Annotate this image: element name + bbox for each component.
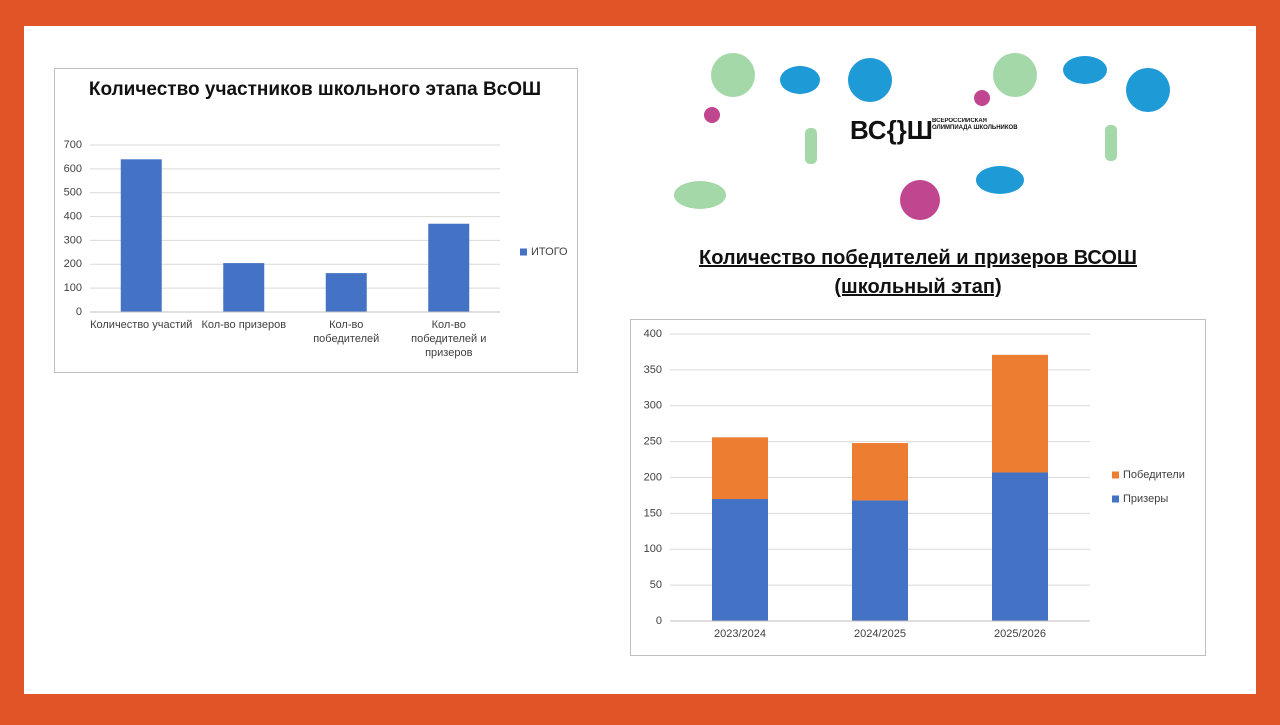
x-tick-label-box: Количество участий: [90, 319, 193, 331]
y-tick-label: 300: [64, 234, 82, 246]
y-tick-label: 200: [644, 471, 662, 483]
chart-title-box: Количество победителей и призеров ВСОШ (…: [698, 247, 1138, 298]
bar: [325, 273, 367, 312]
legend-label: ИТОГО: [531, 246, 568, 258]
decor: [711, 53, 755, 97]
x-tick-label-box: Кол-во победителей и призеров: [411, 319, 487, 359]
decor: [848, 58, 892, 102]
y-tick-label: 250: [644, 436, 662, 448]
legend-label: Призеры: [1123, 493, 1168, 505]
banner: ВС{}Ш ВСЕРОССИЙСКАЯ ОЛИМПИАДА ШКОЛЬНИКОВ: [665, 43, 1195, 220]
decor: [1126, 68, 1170, 112]
x-tick-label: 2024/2025: [854, 628, 906, 640]
x-tick-label-box: 2024/2025: [854, 628, 906, 640]
x-tick-label: Кол-во призеров: [201, 319, 287, 331]
chart-title-box: Количество участников школьного этапа Вс…: [88, 79, 542, 100]
y-tick-label: 700: [64, 139, 82, 151]
bar: [428, 223, 470, 312]
decor: [780, 66, 820, 94]
bar: [852, 500, 908, 621]
y-tick-label: 150: [644, 507, 662, 519]
x-tick-label: Количество участий: [90, 319, 193, 331]
decor: [976, 166, 1024, 194]
decor: [900, 180, 940, 220]
x-tick-label-box: Кол-во призеров: [201, 319, 287, 331]
x-tick-label-box: 2023/2024: [714, 628, 766, 640]
y-tick-label: 100: [64, 282, 82, 294]
x-tick-label: Кол-во победителей и призеров: [411, 319, 487, 359]
legend-swatch: [1112, 471, 1119, 479]
decor: [1063, 56, 1107, 84]
legend-label: Победители: [1123, 469, 1185, 481]
y-tick-label: 400: [64, 210, 82, 222]
decor: [704, 107, 720, 123]
bar: [712, 499, 768, 621]
decor: [993, 53, 1037, 97]
y-tick-label: 200: [64, 258, 82, 270]
y-tick-label: 600: [64, 163, 82, 175]
bar: [120, 159, 162, 312]
legend-swatch: [520, 248, 527, 256]
bar: [992, 472, 1048, 621]
bar: [712, 437, 768, 500]
y-tick-label: 50: [650, 579, 662, 591]
banner-caption: ВСЕРОССИЙСКАЯ ОЛИМПИАДА ШКОЛЬНИКОВ: [932, 118, 1018, 131]
chart-title: Количество победителей и призеров ВСОШ (…: [698, 247, 1138, 298]
x-tick-label-box: Кол-во победителей: [313, 319, 380, 345]
x-tick-label: 2023/2024: [714, 628, 766, 640]
bar: [992, 354, 1048, 473]
x-tick-label: Кол-во победителей: [313, 319, 380, 345]
y-tick-label: 400: [644, 328, 662, 340]
x-tick-label: 2025/2026: [994, 628, 1046, 640]
decor: [1105, 125, 1117, 161]
bar: [852, 443, 908, 501]
y-tick-label: 0: [76, 306, 82, 318]
y-tick-label: 100: [644, 543, 662, 555]
banner-caption-box: ВСЕРОССИЙСКАЯ ОЛИМПИАДА ШКОЛЬНИКОВ: [932, 118, 1018, 131]
y-tick-label: 350: [644, 364, 662, 376]
decor: [805, 128, 817, 164]
legend-swatch: [1112, 495, 1119, 503]
chart-title: Количество участников школьного этапа Вс…: [88, 79, 542, 100]
x-tick-label-box: 2025/2026: [994, 628, 1046, 640]
y-tick-label: 500: [64, 187, 82, 199]
decor: [974, 90, 990, 106]
decor: [674, 181, 726, 209]
banner-logo: ВС{}Ш: [850, 115, 933, 145]
bar: [223, 263, 265, 312]
y-tick-label: 300: [644, 400, 662, 412]
y-tick-label: 0: [656, 615, 662, 627]
